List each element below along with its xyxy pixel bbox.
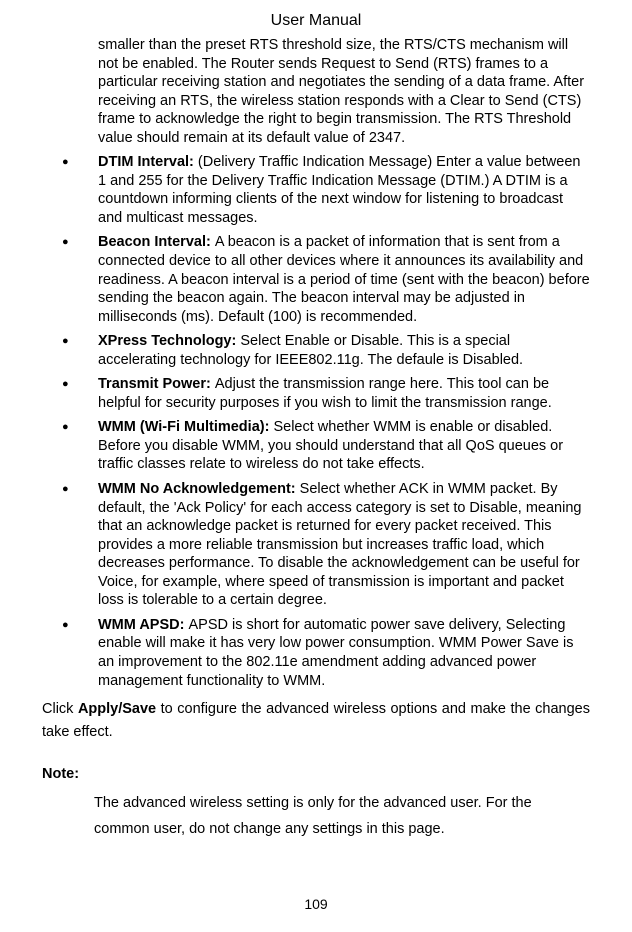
bullet-text: XPress Technology: Select Enable or Disa…	[98, 332, 590, 369]
page-container: User Manual smaller than the preset RTS …	[0, 0, 632, 932]
term-desc: Select whether ACK in WMM packet. By def…	[98, 481, 581, 608]
note-text: The advanced wireless setting is only fo…	[94, 790, 590, 844]
bullet-item: ● XPress Technology: Select Enable or Di…	[42, 332, 590, 369]
bullet-text: WMM No Acknowledgement: Select whether A…	[98, 480, 590, 610]
bullet-item: ● DTIM Interval: (Delivery Traffic Indic…	[42, 153, 590, 227]
bullet-icon: ●	[42, 375, 98, 393]
bullet-item: ● WMM No Acknowledgement: Select whether…	[42, 480, 590, 610]
bullet-item: ● Transmit Power: Adjust the transmissio…	[42, 375, 590, 412]
bullet-text: WMM APSD: APSD is short for automatic po…	[98, 616, 590, 690]
term-label: WMM APSD:	[98, 617, 188, 633]
bullet-icon: ●	[42, 153, 98, 171]
bullet-icon: ●	[42, 332, 98, 350]
page-header: User Manual	[42, 12, 590, 30]
note-block: Note: The advanced wireless setting is o…	[42, 765, 590, 843]
page-number: 109	[0, 896, 632, 912]
bullet-icon: ●	[42, 233, 98, 251]
bullet-icon: ●	[42, 480, 98, 498]
bullet-icon: ●	[42, 616, 98, 634]
apply-save-label: Apply/Save	[78, 701, 156, 717]
term-label: Beacon Interval:	[98, 234, 215, 250]
bullet-text: DTIM Interval: (Delivery Traffic Indicat…	[98, 153, 590, 227]
bullet-item: ● Beacon Interval: A beacon is a packet …	[42, 233, 590, 326]
bullet-text: Beacon Interval: A beacon is a packet of…	[98, 233, 590, 326]
note-label: Note:	[42, 765, 590, 784]
footer-prefix: Click	[42, 701, 78, 717]
bullet-icon: ●	[42, 418, 98, 436]
bullet-item: ● WMM APSD: APSD is short for automatic …	[42, 616, 590, 690]
continuation-paragraph: smaller than the preset RTS threshold si…	[98, 36, 590, 147]
term-label: XPress Technology:	[98, 333, 240, 349]
content-area: smaller than the preset RTS threshold si…	[42, 36, 590, 843]
footer-paragraph: Click Apply/Save to configure the advanc…	[42, 698, 590, 743]
bullet-text: WMM (Wi-Fi Multimedia): Select whether W…	[98, 418, 590, 474]
bullet-item: ● WMM (Wi-Fi Multimedia): Select whether…	[42, 418, 590, 474]
bullet-text: Transmit Power: Adjust the transmission …	[98, 375, 590, 412]
term-label: WMM (Wi-Fi Multimedia):	[98, 419, 273, 435]
term-label: DTIM Interval:	[98, 154, 198, 170]
term-label: WMM No Acknowledgement:	[98, 481, 300, 497]
term-label: Transmit Power:	[98, 376, 215, 392]
